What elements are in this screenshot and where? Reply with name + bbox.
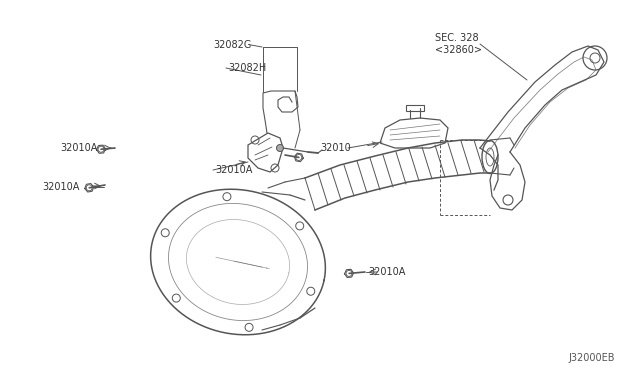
- Text: 32082H: 32082H: [228, 63, 266, 73]
- Text: 32010: 32010: [320, 143, 351, 153]
- Text: J32000EB: J32000EB: [568, 353, 614, 363]
- Text: 32010A: 32010A: [60, 143, 97, 153]
- Bar: [406, 105, 424, 111]
- Text: 32010A: 32010A: [368, 267, 405, 277]
- Text: 32010A: 32010A: [42, 182, 79, 192]
- Text: 32082G: 32082G: [213, 40, 252, 50]
- Text: <32860>: <32860>: [435, 45, 482, 55]
- Circle shape: [276, 144, 284, 151]
- Text: SEC. 328: SEC. 328: [435, 33, 479, 43]
- Text: 32010A: 32010A: [215, 165, 252, 175]
